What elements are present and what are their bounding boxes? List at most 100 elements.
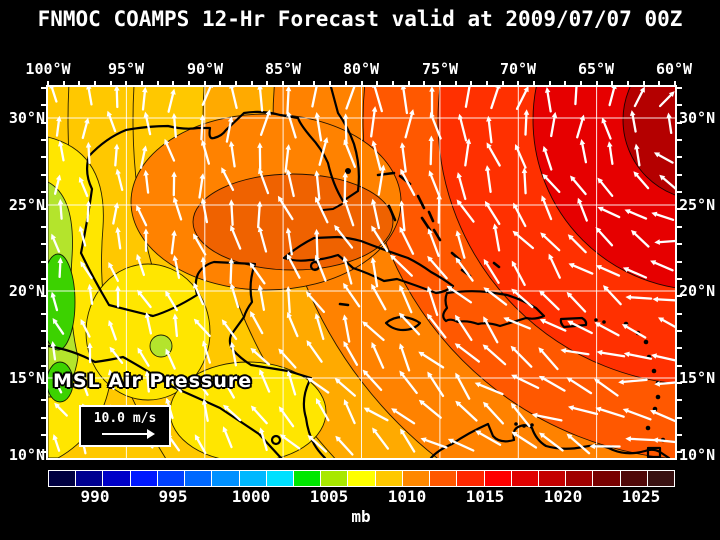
left-axis-tick: [41, 139, 46, 142]
wind-arrow-icon: [391, 408, 416, 425]
top-axis-tick: [360, 81, 363, 86]
lat-label-right: 15°N: [679, 369, 716, 387]
wind-arrow-icon: [166, 375, 183, 393]
left-axis-tick: [41, 416, 46, 419]
colorbar-tick-label: 990: [80, 487, 110, 506]
wind-arrow-icon: [570, 175, 587, 196]
wind-arrow-icon: [589, 443, 621, 450]
forecast-map: MSL Air Pressure 10.0 m/s: [46, 85, 677, 460]
wind-arrow-icon: [512, 230, 535, 250]
wind-arrow-icon: [566, 291, 587, 313]
colorbar-unit: mb: [351, 507, 371, 526]
right-axis-tick: [677, 225, 682, 228]
wind-arrow-icon: [550, 111, 558, 138]
wind-arrow-icon: [370, 106, 378, 138]
band-green-blob: [48, 361, 74, 403]
wind-arrow-icon: [222, 426, 233, 449]
wind-arrow-icon: [278, 348, 297, 369]
right-axis-tick: [677, 364, 682, 367]
wind-arrow-icon: [259, 109, 271, 136]
top-axis-tick: [219, 81, 222, 86]
isobar-contour: [132, 87, 245, 458]
lon-label: 80°W: [342, 60, 380, 78]
top-axis-tick: [407, 81, 410, 86]
wind-arrow-icon: [511, 288, 534, 309]
wind-arrow-icon: [484, 165, 492, 193]
wind-arrow-icon: [544, 87, 552, 113]
wind-arrow-icon: [400, 168, 416, 196]
top-axis-tick: [297, 81, 300, 86]
wind-arrows: [49, 87, 675, 456]
wind-arrow-icon: [427, 255, 448, 280]
colorbar-tick-label: 1000: [231, 487, 271, 506]
top-axis-tick: [485, 81, 488, 86]
wind-scale-value: 10.0 m/s: [93, 411, 157, 426]
coast-south-america: [429, 422, 671, 458]
top-axis-tick: [344, 81, 347, 86]
top-axis-tick: [611, 81, 614, 86]
wind-arrow-icon: [314, 112, 323, 142]
wind-arrow-icon: [286, 110, 297, 139]
wind-arrow-icon: [112, 202, 120, 225]
wind-arrow-icon: [57, 198, 64, 220]
wind-arrow-icon: [311, 87, 318, 108]
wind-arrow-icon: [314, 313, 325, 341]
top-axis-tick: [109, 81, 112, 86]
colorbar-segment: [239, 471, 266, 486]
top-axis-tick: [674, 81, 676, 86]
wind-arrow-icon: [198, 173, 205, 199]
wind-arrow-icon: [372, 427, 390, 450]
wind-arrow-icon: [372, 87, 383, 113]
wind-arrow-icon: [228, 199, 235, 226]
wind-arrow-icon: [456, 199, 475, 223]
lon-label: 75°W: [421, 60, 459, 78]
right-axis-tick: [677, 87, 682, 89]
colorbar-tick-label: 1010: [387, 487, 427, 506]
wind-arrow-icon: [314, 170, 321, 200]
colorbar-segment: [430, 471, 457, 486]
left-axis-tick: [41, 87, 46, 89]
page-title: FNMOC COAMPS 12-Hr Forecast valid at 200…: [37, 7, 683, 31]
wind-arrow-icon: [398, 312, 421, 336]
wind-arrow-icon: [486, 142, 501, 167]
right-axis-tick: [677, 434, 682, 436]
colorbar: [48, 470, 675, 487]
wind-arrow-icon: [653, 152, 674, 164]
wind-arrow-icon: [171, 171, 177, 197]
wind-arrow-icon: [629, 110, 637, 133]
colorbar-tick-label: 1015: [465, 487, 505, 506]
wind-arrow-icon: [51, 233, 61, 253]
right-axis-tick: [677, 451, 682, 454]
left-axis-tick: [41, 381, 46, 384]
wind-arrow-icon: [618, 378, 648, 385]
wind-arrow-icon: [313, 228, 320, 259]
top-axis-tick: [423, 81, 426, 86]
wind-arrow-icon: [229, 341, 238, 367]
wind-arrow-icon: [53, 174, 62, 195]
wind-arrow-icon: [286, 370, 297, 396]
wind-arrow-icon: [511, 431, 538, 449]
top-axis-tick: [626, 81, 629, 86]
wind-arrow-icon: [490, 87, 501, 110]
left-axis-tick: [41, 364, 46, 367]
wind-arrow-icon: [342, 314, 351, 343]
colorbar-segment: [538, 471, 566, 486]
top-axis-tick: [329, 81, 332, 86]
wind-arrow-icon: [285, 227, 293, 256]
wind-arrow-icon: [567, 234, 587, 254]
wind-arrow-icon: [597, 177, 614, 197]
top-axis-tick: [156, 81, 159, 86]
wind-arrow-icon: [194, 376, 209, 396]
left-axis-tick: [41, 173, 46, 176]
wind-arrow-icon: [595, 227, 614, 247]
wind-arrow-icon: [115, 285, 121, 308]
right-axis-tick: [677, 173, 682, 176]
lat-label-left: 15°N: [8, 369, 45, 387]
wind-arrow-icon: [371, 140, 382, 171]
top-axis-tick: [62, 81, 65, 86]
lat-label-right: 30°N: [679, 109, 716, 127]
wind-arrow-icon: [399, 200, 406, 232]
left-axis-tick: [41, 156, 46, 159]
wind-arrow-icon: [345, 87, 356, 110]
wind-arrow-icon: [503, 317, 531, 330]
